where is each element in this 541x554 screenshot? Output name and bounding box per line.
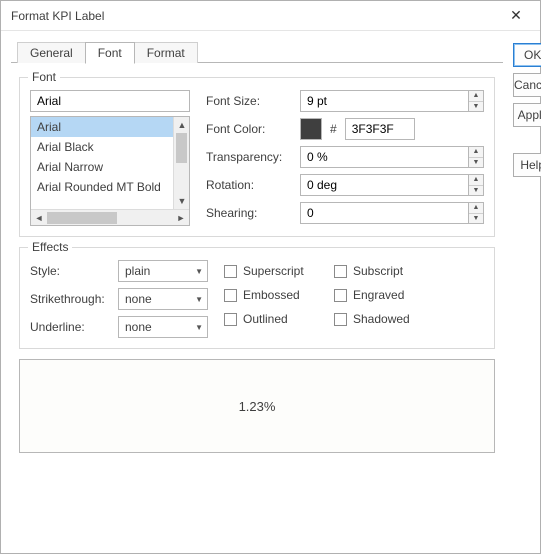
font-size-spinner[interactable]: ▲▼ (300, 90, 484, 112)
ok-button[interactable]: OK (513, 43, 541, 67)
spin-up-icon[interactable]: ▲ (469, 147, 483, 158)
shearing-input[interactable] (300, 202, 468, 224)
dialog-window: Format KPI Label ✕ General Font Format F… (0, 0, 541, 554)
font-size-label: Font Size: (206, 94, 294, 108)
underline-value: none (125, 320, 152, 334)
strike-value: none (125, 292, 152, 306)
embossed-label: Embossed (243, 288, 300, 302)
tabstrip: General Font Format (11, 39, 503, 63)
underline-combo[interactable]: none ▼ (118, 316, 208, 338)
apply-button[interactable]: Apply (513, 103, 541, 127)
font-color-swatch[interactable] (300, 118, 322, 140)
close-icon[interactable]: ✕ (496, 2, 536, 30)
font-list-item[interactable]: Arial Narrow (31, 157, 189, 177)
spin-down-icon[interactable]: ▼ (469, 158, 483, 168)
chevron-down-icon: ▼ (195, 267, 203, 276)
embossed-checkbox[interactable]: Embossed (224, 288, 324, 302)
font-color-hex-input[interactable] (345, 118, 415, 140)
outlined-label: Outlined (243, 312, 288, 326)
spin-down-icon[interactable]: ▼ (469, 186, 483, 196)
subscript-checkbox[interactable]: Subscript (334, 264, 434, 278)
underline-label: Underline: (30, 320, 112, 334)
rotation-spinner[interactable]: ▲▼ (300, 174, 484, 196)
group-font: Font Arial Arial Black Arial Narrow Aria… (19, 77, 495, 237)
shadowed-label: Shadowed (353, 312, 410, 326)
scroll-right-icon[interactable]: ► (173, 210, 189, 226)
help-button[interactable]: Help (513, 153, 541, 177)
preview-pane: 1.23% (19, 359, 495, 453)
superscript-checkbox[interactable]: Superscript (224, 264, 324, 278)
transparency-label: Transparency: (206, 150, 294, 164)
chevron-down-icon: ▼ (195, 323, 203, 332)
engraved-label: Engraved (353, 288, 404, 302)
font-name-input[interactable] (30, 90, 190, 112)
rotation-label: Rotation: (206, 178, 294, 192)
transparency-input[interactable] (300, 146, 468, 168)
font-list-item[interactable]: Arial Black (31, 137, 189, 157)
style-combo[interactable]: plain ▼ (118, 260, 208, 282)
group-font-legend: Font (28, 70, 60, 84)
cancel-button[interactable]: Cancel (513, 73, 541, 97)
style-value: plain (125, 264, 150, 278)
spin-down-icon[interactable]: ▼ (469, 102, 483, 112)
spin-up-icon[interactable]: ▲ (469, 175, 483, 186)
style-label: Style: (30, 264, 112, 278)
font-size-input[interactable] (300, 90, 468, 112)
hash-label: # (328, 122, 339, 136)
vscroll-thumb[interactable] (176, 133, 187, 163)
tab-general[interactable]: General (17, 42, 86, 63)
rotation-input[interactable] (300, 174, 468, 196)
group-effects: Effects Style: plain ▼ Strik (19, 247, 495, 349)
spin-down-icon[interactable]: ▼ (469, 214, 483, 224)
font-list[interactable]: Arial Arial Black Arial Narrow Arial Rou… (30, 116, 190, 226)
spin-up-icon[interactable]: ▲ (469, 91, 483, 102)
strike-label: Strikethrough: (30, 292, 112, 306)
tab-format[interactable]: Format (134, 42, 198, 63)
font-list-hscroll[interactable]: ◄ ► (31, 209, 189, 225)
font-list-item[interactable]: Arial Rounded MT Bold (31, 177, 189, 197)
scroll-left-icon[interactable]: ◄ (31, 210, 47, 226)
hscroll-thumb[interactable] (47, 212, 117, 224)
shearing-label: Shearing: (206, 206, 294, 220)
shadowed-checkbox[interactable]: Shadowed (334, 312, 434, 326)
group-effects-legend: Effects (28, 240, 72, 254)
spin-up-icon[interactable]: ▲ (469, 203, 483, 214)
scroll-up-icon[interactable]: ▲ (174, 117, 190, 133)
font-list-item[interactable]: Arial (31, 117, 189, 137)
outlined-checkbox[interactable]: Outlined (224, 312, 324, 326)
tab-font[interactable]: Font (85, 42, 135, 64)
shearing-spinner[interactable]: ▲▼ (300, 202, 484, 224)
dialog-body: General Font Format Font Arial A (1, 31, 540, 553)
superscript-label: Superscript (243, 264, 304, 278)
button-column: OK Cancel Apply Help (513, 39, 541, 543)
font-list-vscroll[interactable]: ▲ ▼ (173, 117, 189, 209)
titlebar: Format KPI Label ✕ (1, 1, 540, 31)
scroll-down-icon[interactable]: ▼ (174, 193, 190, 209)
preview-text: 1.23% (239, 399, 276, 414)
subscript-label: Subscript (353, 264, 403, 278)
transparency-spinner[interactable]: ▲▼ (300, 146, 484, 168)
chevron-down-icon: ▼ (195, 295, 203, 304)
tab-page-font: Font Arial Arial Black Arial Narrow Aria… (11, 63, 503, 543)
window-title: Format KPI Label (11, 9, 496, 23)
font-color-label: Font Color: (206, 122, 294, 136)
engraved-checkbox[interactable]: Engraved (334, 288, 434, 302)
main-panel: General Font Format Font Arial A (11, 39, 503, 543)
strike-combo[interactable]: none ▼ (118, 288, 208, 310)
